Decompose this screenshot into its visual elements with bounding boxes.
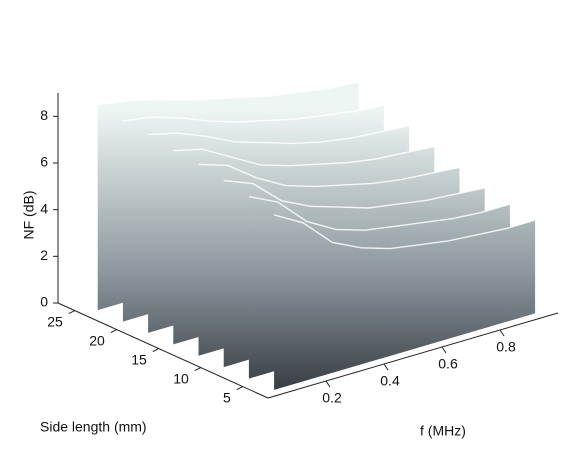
y-tick (194, 367, 202, 372)
z-tick-label: 8 (40, 107, 48, 123)
z-tick-label: 0 (40, 294, 48, 310)
surface-row (273, 214, 536, 250)
x-tick-label: 0.4 (380, 373, 400, 389)
z-tick-label: 4 (40, 200, 48, 216)
y-tick (152, 348, 160, 353)
z-tick-label: 6 (40, 154, 48, 170)
x-axis (267, 312, 559, 399)
surface (97, 81, 536, 390)
y-tick-label: 20 (89, 332, 105, 348)
surface-row (122, 104, 385, 123)
x-tick-label: 0.2 (322, 390, 342, 406)
surface-row (198, 163, 460, 188)
x-axis-label: f (MHz) (420, 423, 466, 439)
x-tick (383, 363, 389, 371)
x-tick-label: 0.6 (438, 356, 458, 372)
y-tick-label: 15 (131, 351, 147, 367)
y-tick-label: 5 (223, 389, 231, 405)
y-axis-label: Side length (mm) (40, 419, 147, 435)
x-tick (325, 380, 331, 388)
surface-row (248, 195, 511, 231)
z-axis-label: NF (dB) (21, 191, 37, 240)
y-tick-label: 25 (47, 313, 63, 329)
x-tick (441, 346, 447, 354)
y-tick (68, 310, 76, 315)
z-tick-label: 2 (40, 247, 48, 263)
surface-row (148, 125, 410, 145)
surface-row (223, 179, 485, 209)
surface-row (97, 81, 359, 106)
y-tick-label: 10 (173, 370, 189, 386)
y-tick (110, 329, 118, 334)
y-axis (57, 302, 269, 399)
x-tick (499, 329, 505, 337)
surface-band (274, 214, 536, 390)
x-tick-label: 0.8 (496, 339, 516, 355)
surface-row (173, 145, 435, 167)
y-tick (236, 386, 244, 391)
